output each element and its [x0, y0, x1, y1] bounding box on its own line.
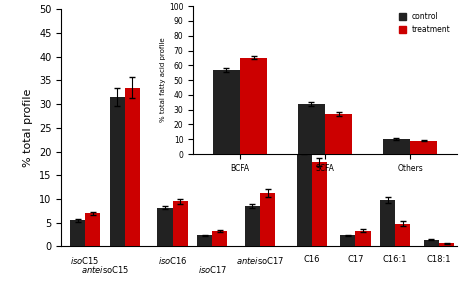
Text: $\it{iso}$C17: $\it{iso}$C17 [197, 265, 227, 275]
Bar [125, 87, 140, 246]
Text: C16:1: C16:1 [383, 255, 407, 264]
Text: $\it{antei}$soC15: $\it{antei}$soC15 [81, 265, 129, 275]
Bar [410, 141, 437, 154]
Bar [298, 104, 325, 154]
Bar [213, 70, 240, 154]
Y-axis label: % total fatty acid profile: % total fatty acid profile [160, 38, 166, 122]
Bar [245, 206, 260, 246]
Text: $\it{antei}$soC17: $\it{antei}$soC17 [236, 255, 284, 266]
Bar [110, 97, 125, 246]
Bar [395, 224, 410, 246]
Text: C17: C17 [347, 255, 364, 264]
Bar [312, 162, 327, 246]
Bar [297, 149, 312, 246]
Bar [325, 114, 352, 154]
Bar [172, 201, 187, 246]
Bar [157, 208, 172, 246]
Text: C16: C16 [303, 255, 320, 264]
Legend: control, treatment: control, treatment [397, 10, 453, 36]
Text: $\it{iso}$C16: $\it{iso}$C16 [158, 255, 187, 266]
Bar [356, 231, 371, 246]
Bar [439, 243, 454, 246]
Bar [383, 139, 410, 154]
Bar [212, 231, 227, 246]
Bar [85, 213, 100, 246]
Y-axis label: % total profile: % total profile [24, 89, 33, 167]
Bar [424, 240, 439, 246]
Bar [197, 236, 212, 246]
Bar [341, 236, 356, 246]
Bar [260, 193, 275, 246]
Bar [70, 220, 85, 246]
Text: C18:1: C18:1 [427, 255, 451, 264]
Text: $\it{iso}$C15: $\it{iso}$C15 [70, 255, 100, 266]
Bar [380, 200, 395, 246]
Bar [240, 58, 267, 154]
